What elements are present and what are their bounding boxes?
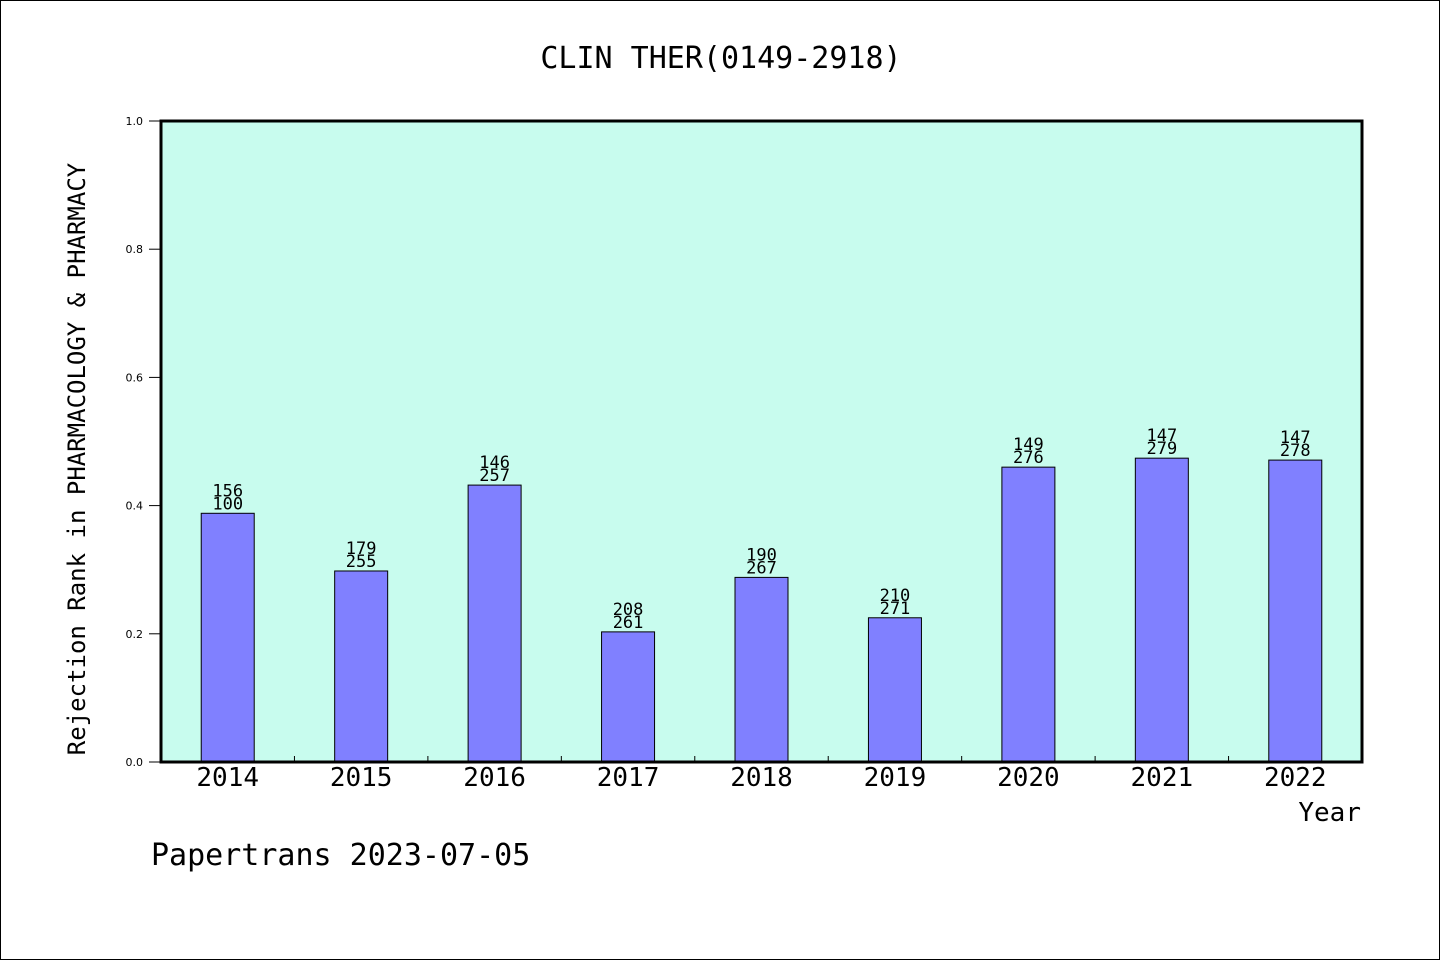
bar [1134,457,1189,763]
y-tick-label: 0.8 [126,243,144,256]
plot-border [159,119,1364,764]
bar-label-bottom: 278 [1280,441,1311,461]
bar-label-top: 190 [746,545,777,565]
x-tick-label: 2014 [196,763,259,793]
x-axis: 2014 2015 2016 2017 2018 2019 2020 2021 2022 [196,756,1327,793]
bar-label-top: 179 [346,539,377,559]
bar [467,484,522,763]
x-tick-label: 2016 [463,763,526,793]
bar-label-bottom: 255 [346,552,377,572]
bar-label-bottom: 100 [212,494,243,514]
y-tick-label: 0.6 [126,371,144,384]
x-tick-label: 2020 [997,763,1060,793]
x-tick-label: 2019 [864,763,927,793]
x-tick-label: 2018 [730,763,793,793]
y-tick-label: 0.0 [126,756,144,769]
y-tick-label: 1.0 [126,115,144,128]
bar-label-top: 146 [479,453,510,473]
y-axis: 0.0 0.2 0.4 0.6 0.8 1.0 [126,115,161,769]
x-tick-label: 2022 [1264,763,1327,793]
bar-label-top: 149 [1013,435,1044,455]
bar [734,576,789,763]
bar-label-bottom: 261 [613,613,644,633]
y-tick-label: 0.4 [126,500,144,513]
x-axis-label: Year [1298,798,1361,828]
bar [867,617,922,763]
bar [334,570,389,763]
chart-title: CLIN THER(0149-2918) [540,41,901,76]
bar-label-top: 147 [1146,426,1177,446]
bar-label-bottom: 271 [880,599,911,619]
bar [601,631,656,763]
bar [1268,459,1323,763]
bar [200,512,255,763]
x-tick-label: 2021 [1131,763,1194,793]
bar [1001,466,1056,763]
y-tick-label: 0.2 [126,628,144,641]
x-tick-label: 2017 [597,763,660,793]
bar-label-bottom: 279 [1146,439,1177,459]
bars [200,457,1323,763]
footer-watermark: Papertrans 2023-07-05 [151,838,530,873]
bar-label-top: 208 [613,600,644,620]
bar-label-bottom: 267 [746,558,777,578]
bar-label-top: 210 [880,586,911,606]
bar-label-bottom: 276 [1013,448,1044,468]
bar-label-top: 156 [212,481,243,501]
bar-label-bottom: 257 [479,466,510,486]
y-axis-label: Rejection Rank in PHARMACOLOGY & PHARMAC… [63,162,91,755]
bar-label-top: 147 [1280,428,1311,448]
x-tick-label: 2015 [330,763,393,793]
bar-labels: 1561001792551462572082611902672102711492… [212,426,1310,633]
